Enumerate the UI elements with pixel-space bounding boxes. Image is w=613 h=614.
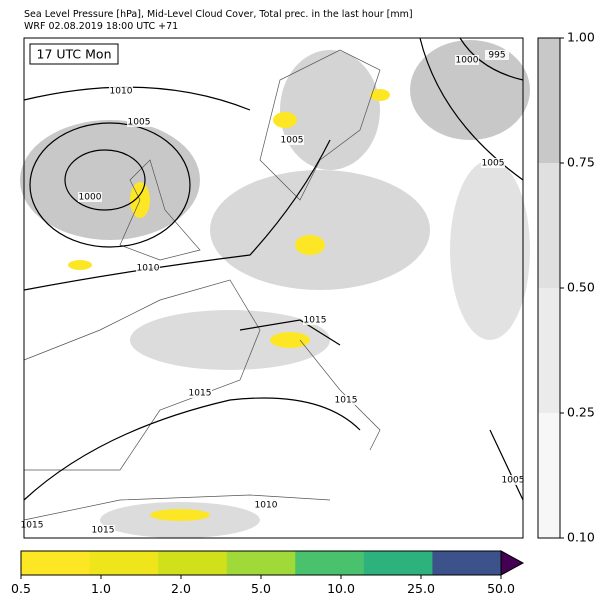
colorbar-segment: [89, 551, 159, 575]
colorbar-tick-label: 0.25: [567, 405, 595, 420]
precip-area: [370, 89, 390, 101]
contour-label: 1015: [335, 396, 358, 406]
time-label: 17 UTC Mon: [37, 47, 112, 62]
contour-label-bg: [501, 475, 525, 485]
cloud-area: [210, 170, 430, 290]
contour-label-bg: [481, 158, 505, 168]
colorbar-tick-label: 1.00: [567, 30, 595, 45]
coastline: [23, 279, 261, 471]
colorbar-segment: [432, 551, 502, 575]
contour-labels: 1010 1005 1000 1010 1005 995 1000 1005 1015 1015 1…: [20, 50, 525, 536]
contour-label: 1015: [189, 389, 212, 399]
coastline: [259, 49, 381, 201]
contour-label-bg: [109, 86, 133, 96]
map: 1010 1005 1000 1010 1005 995 1000 1005 1015 1015 1…: [20, 37, 530, 539]
colorbar-segment: [295, 551, 365, 575]
colorbar-tick-label: 0.50: [567, 280, 595, 295]
colorbar-extend: [500, 550, 525, 576]
cloud-area: [410, 40, 530, 140]
isobar: [459, 37, 524, 81]
coastline: [23, 494, 331, 521]
precip-area: [295, 235, 325, 255]
contour-label-bg: [455, 55, 479, 65]
contour-label-bg: [254, 500, 278, 510]
cloud-area: [280, 50, 380, 170]
contour-label: 1010: [110, 87, 133, 97]
contour-label-bg: [91, 525, 115, 535]
precip-area: [150, 509, 210, 521]
title-line: Sea Level Pressure [hPa], Mid-Level Clou…: [24, 9, 413, 20]
colorbar-tick-label: 2.0: [171, 581, 191, 596]
contour-label: 1005: [128, 118, 151, 128]
isobar: [23, 86, 251, 111]
contour-label: 1010: [137, 264, 160, 274]
colorbar-segment: [538, 413, 560, 538]
map-frame: [23, 37, 524, 539]
colorbar-segment: [538, 38, 560, 163]
cloud-cover: [20, 40, 530, 538]
contour-label-bg: [136, 263, 160, 273]
contour-label: 1000: [456, 56, 479, 66]
colorbar-tick-label: 0.10: [567, 530, 595, 545]
contour-label: 995: [488, 51, 505, 61]
colorbar-segment: [226, 551, 296, 575]
contour-label-bg: [127, 117, 151, 127]
contour-label: 1005: [281, 136, 304, 146]
precip-area: [270, 332, 310, 348]
time-box: [29, 43, 119, 65]
cloud-area: [20, 120, 200, 240]
contour-label-bg: [280, 135, 304, 145]
coastline: [299, 339, 381, 451]
contour-label-bg: [334, 395, 358, 405]
cloud-area: [450, 160, 530, 340]
colorbar-tick-label: 5.0: [251, 581, 271, 596]
contour-label-bg: [303, 315, 327, 325]
colorbar-segment: [363, 551, 433, 575]
colorbar-segment: [158, 551, 228, 575]
contour-label: 1015: [92, 526, 115, 536]
contour-label: 1005: [502, 476, 525, 486]
colorbar-tick-label: 10.0: [327, 581, 355, 596]
contour-label-bg: [188, 388, 212, 398]
colorbar-tick-label: 0.5: [11, 581, 31, 596]
cloud-area: [130, 310, 330, 370]
colorbar-segment: [21, 551, 91, 575]
colorbar-tick-label: 25.0: [407, 581, 435, 596]
precip-colorbar: 0.5 1.0 2.0 5.0 10.0 25.0 50.0: [11, 550, 525, 596]
isobar: [64, 149, 146, 211]
subtitle-line: WRF 02.08.2019 18:00 UTC +71: [24, 21, 178, 32]
contour-label-bg: [485, 50, 509, 60]
isobar: [489, 429, 524, 501]
isobar: [29, 122, 191, 248]
contour-label: 1000: [79, 193, 102, 203]
isobar: [23, 397, 361, 501]
isobar: [23, 139, 331, 291]
colorbar-tick-label: 0.75: [567, 155, 595, 170]
colorbar-segment: [538, 163, 560, 288]
contour-label: 1010: [255, 501, 278, 511]
colorbar-segment: [538, 288, 560, 413]
contour-label: 1015: [21, 521, 44, 531]
colorbar-tick-label: 1.0: [91, 581, 111, 596]
isobar: [239, 319, 341, 346]
contour-label-bg: [20, 520, 44, 530]
cloud-colorbar: 0.10 0.25 0.50 0.75 1.00: [537, 30, 595, 545]
contour-label: 1015: [304, 316, 327, 326]
colorbar-tick-label: 50.0: [487, 581, 515, 596]
contour-label: 1005: [482, 159, 505, 169]
precip-area: [68, 260, 92, 270]
contour-label-bg: [78, 192, 102, 202]
precip-area: [273, 112, 297, 128]
